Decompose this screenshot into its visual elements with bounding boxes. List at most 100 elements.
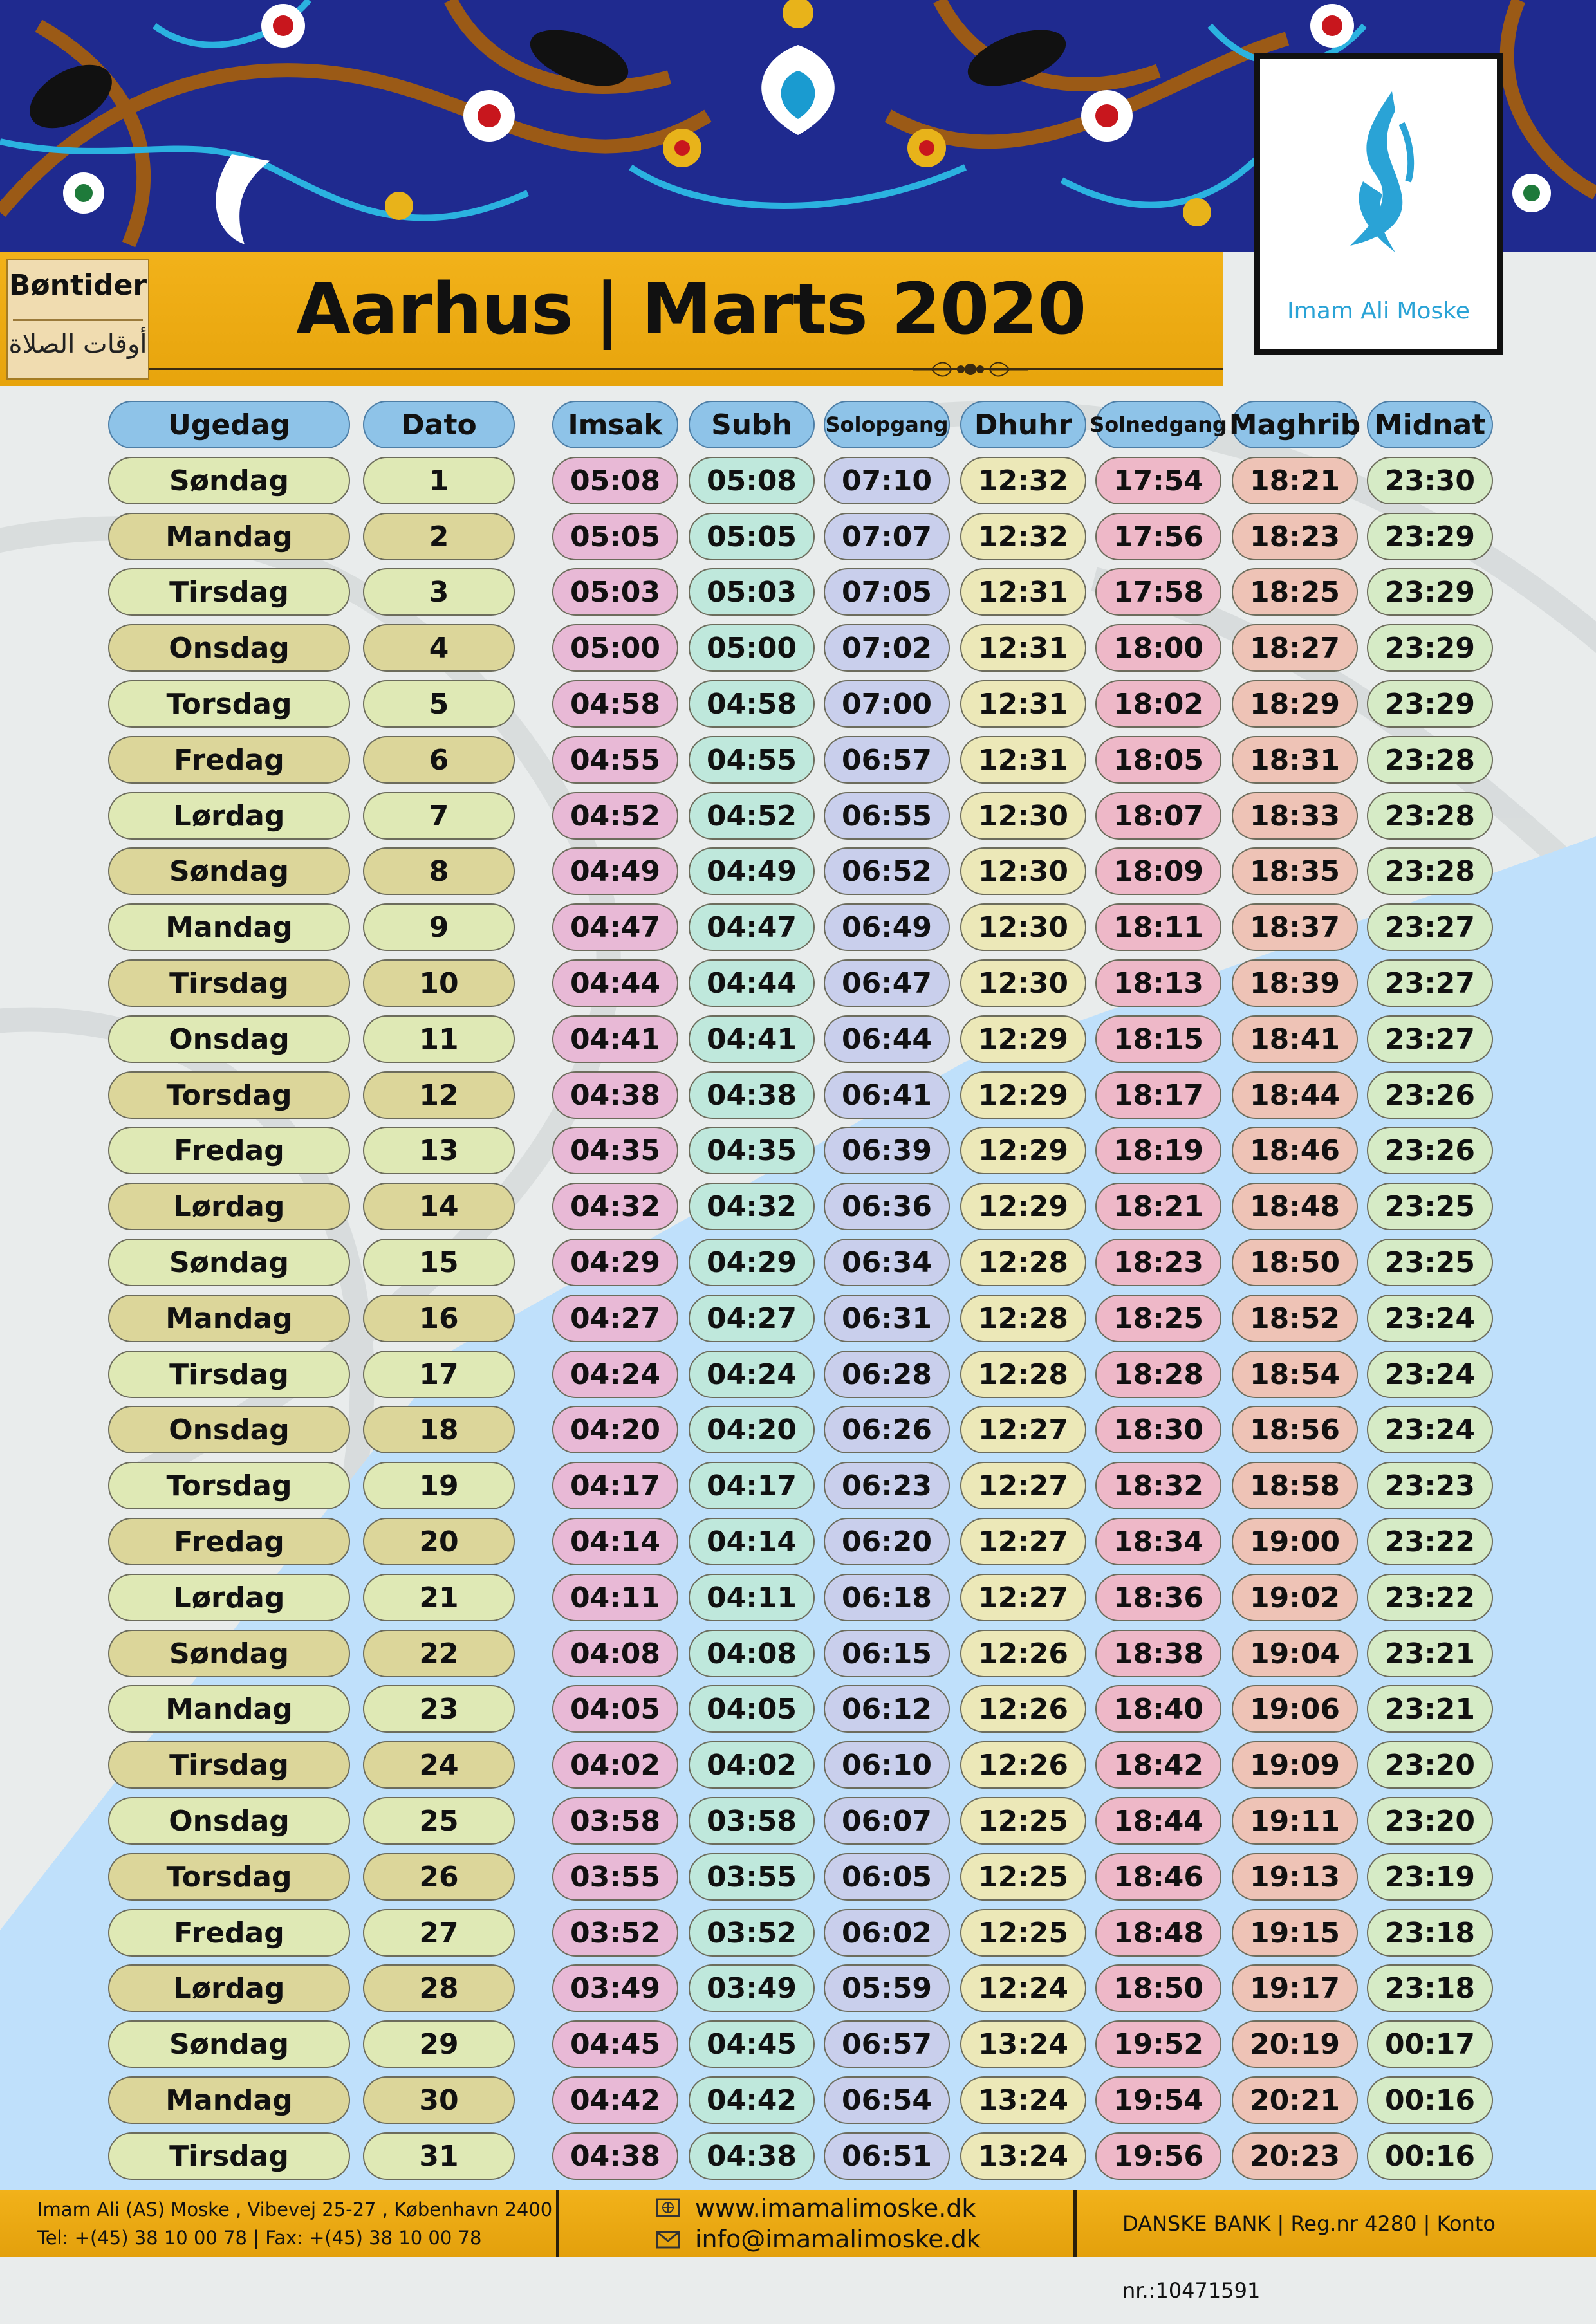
column-header: Imsak	[552, 401, 678, 448]
subh-cell: 05:05	[689, 513, 815, 560]
solnedgang-cell: 17:58	[1095, 568, 1221, 616]
imsak-cell: 04:20	[552, 1406, 678, 1453]
imsak-cell: 04:52	[552, 792, 678, 840]
solopgang-cell: 06:44	[824, 1015, 950, 1063]
date-cell: 6	[363, 736, 515, 784]
mosque-address: Imam Ali (AS) Moske , Vibevej 25-27 , Kø…	[37, 2199, 553, 2220]
date-cell: 25	[363, 1797, 515, 1845]
maghrib-cell: 18:25	[1232, 568, 1358, 616]
dhuhr-cell: 12:31	[960, 736, 1086, 784]
table-header-row: Ugedag Dato Imsak Subh Solopgang Dhuhr S…	[0, 399, 1596, 450]
solopgang-cell: 06:49	[824, 903, 950, 951]
footer-divider	[1073, 2190, 1077, 2257]
solopgang-cell: 06:23	[824, 1462, 950, 1509]
solnedgang-cell: 18:36	[1095, 1574, 1221, 1621]
imsak-cell: 05:05	[552, 513, 678, 560]
table-row: Søndag 15 04:29 04:29 06:34 12:28 18:23 18:50 23…	[0, 1237, 1596, 1288]
badge-divider	[13, 319, 143, 321]
maghrib-cell: 19:06	[1232, 1685, 1358, 1733]
date-cell: 21	[363, 1574, 515, 1621]
midnat-cell: 23:24	[1367, 1351, 1493, 1398]
subh-cell: 03:58	[689, 1797, 815, 1845]
imsak-cell: 04:58	[552, 680, 678, 728]
column-header: Midnat	[1367, 401, 1493, 448]
solnedgang-cell: 18:42	[1095, 1741, 1221, 1789]
imsak-cell: 03:49	[552, 1964, 678, 2012]
column-header: Maghrib	[1229, 401, 1360, 448]
maghrib-cell: 20:23	[1232, 2132, 1358, 2180]
subh-cell: 04:17	[689, 1462, 815, 1509]
dhuhr-cell: 12:25	[960, 1853, 1086, 1901]
weekday-cell: Søndag	[108, 847, 350, 895]
footer: Imam Ali (AS) Moske , Vibevej 25-27 , Kø…	[0, 2190, 1596, 2303]
maghrib-cell: 18:37	[1232, 903, 1358, 951]
midnat-cell: 23:25	[1367, 1239, 1493, 1286]
solopgang-cell: 06:28	[824, 1351, 950, 1398]
date-cell: 12	[363, 1071, 515, 1119]
column-header: Solopgang	[824, 401, 950, 448]
imsak-cell: 04:27	[552, 1295, 678, 1342]
date-cell: 14	[363, 1183, 515, 1230]
table-row: Onsdag 4 05:00 05:00 07:02 12:31 18:00 18:27 23:…	[0, 622, 1596, 674]
weekday-cell: Fredag	[108, 736, 350, 784]
table-row: Onsdag 18 04:20 04:20 06:26 12:27 18:30 18:56 23…	[0, 1404, 1596, 1455]
mosque-logo-card: Imam Ali Moske	[1254, 53, 1503, 355]
solopgang-cell: 06:26	[824, 1406, 950, 1453]
dhuhr-cell: 12:26	[960, 1685, 1086, 1733]
solnedgang-cell: 18:38	[1095, 1630, 1221, 1677]
solnedgang-cell: 18:19	[1095, 1127, 1221, 1174]
date-cell: 7	[363, 792, 515, 840]
dhuhr-cell: 12:27	[960, 1462, 1086, 1509]
table-row: Onsdag 25 03:58 03:58 06:07 12:25 18:44 19:11 23…	[0, 1795, 1596, 1847]
dhuhr-cell: 12:29	[960, 1183, 1086, 1230]
midnat-cell: 23:20	[1367, 1741, 1493, 1789]
phone-fax: Tel: +(45) 38 10 00 78 | Fax: +(45) 38 1…	[37, 2227, 482, 2249]
month-name: Marts 2020	[641, 268, 1086, 350]
weekday-cell: Søndag	[108, 457, 350, 504]
solopgang-cell: 07:10	[824, 457, 950, 504]
midnat-cell: 23:28	[1367, 736, 1493, 784]
solnedgang-cell: 18:09	[1095, 847, 1221, 895]
imsak-cell: 04:14	[552, 1518, 678, 1565]
dhuhr-cell: 12:31	[960, 680, 1086, 728]
date-cell: 2	[363, 513, 515, 560]
solopgang-cell: 05:59	[824, 1964, 950, 2012]
solnedgang-cell: 18:28	[1095, 1351, 1221, 1398]
imsak-cell: 04:44	[552, 959, 678, 1007]
email-link[interactable]: info@imamalimoske.dk	[695, 2225, 981, 2253]
solopgang-cell: 06:57	[824, 2020, 950, 2068]
title-separator: |	[594, 268, 620, 350]
table-row: Torsdag 5 04:58 04:58 07:00 12:31 18:02 18:29 23…	[0, 678, 1596, 730]
subh-cell: 04:38	[689, 1071, 815, 1119]
table-row: Fredag 13 04:35 04:35 06:39 12:29 18:19 18:46 23…	[0, 1125, 1596, 1176]
imsak-cell: 04:42	[552, 2076, 678, 2124]
weekday-cell: Mandag	[108, 1685, 350, 1733]
weekday-cell: Torsdag	[108, 680, 350, 728]
imsak-cell: 04:32	[552, 1183, 678, 1230]
solnedgang-cell: 19:56	[1095, 2132, 1221, 2180]
table-row: Søndag 22 04:08 04:08 06:15 12:26 18:38 19:04 23…	[0, 1628, 1596, 1679]
midnat-cell: 23:21	[1367, 1630, 1493, 1677]
imsak-cell: 04:38	[552, 2132, 678, 2180]
imsak-cell: 05:08	[552, 457, 678, 504]
solopgang-cell: 06:18	[824, 1574, 950, 1621]
weekday-cell: Torsdag	[108, 1071, 350, 1119]
solopgang-cell: 06:15	[824, 1630, 950, 1677]
midnat-cell: 23:29	[1367, 680, 1493, 728]
solopgang-cell: 07:05	[824, 568, 950, 616]
solopgang-cell: 06:57	[824, 736, 950, 784]
solopgang-cell: 06:05	[824, 1853, 950, 1901]
date-cell: 26	[363, 1853, 515, 1901]
website-link[interactable]: www.imamalimoske.dk	[695, 2194, 976, 2222]
maghrib-cell: 18:44	[1232, 1071, 1358, 1119]
dhuhr-cell: 12:27	[960, 1406, 1086, 1453]
table-row: Fredag 20 04:14 04:14 06:20 12:27 18:34 19:00 23…	[0, 1516, 1596, 1567]
footer-web: www.imamalimoske.dk info@imamalimoske.dk	[655, 2193, 981, 2255]
midnat-cell: 23:22	[1367, 1574, 1493, 1621]
table-row: Mandag 30 04:42 04:42 06:54 13:24 19:54 20:21 00…	[0, 2074, 1596, 2126]
table-row: Søndag 8 04:49 04:49 06:52 12:30 18:09 18:35 23:…	[0, 845, 1596, 897]
imsak-cell: 04:49	[552, 847, 678, 895]
solnedgang-cell: 18:02	[1095, 680, 1221, 728]
dhuhr-cell: 12:26	[960, 1630, 1086, 1677]
maghrib-cell: 18:35	[1232, 847, 1358, 895]
